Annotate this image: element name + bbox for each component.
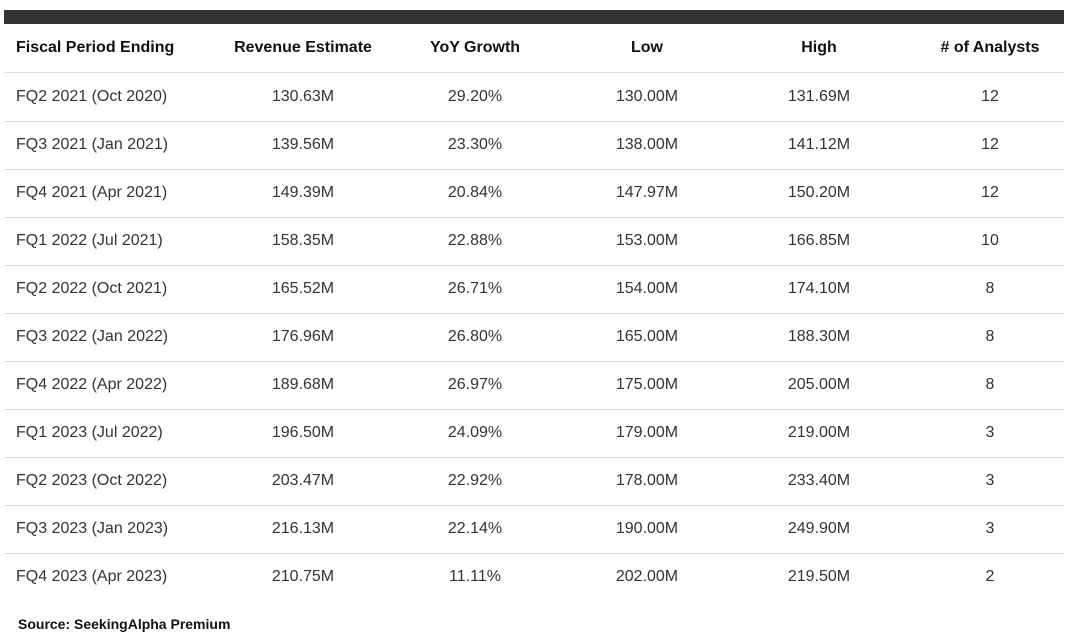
header-cell: Revenue Estimate <box>234 39 372 56</box>
table-cell: 196.50M <box>271 424 335 441</box>
row-divider <box>4 217 1064 218</box>
table-cell: FQ3 2022 (Jan 2022) <box>16 328 169 345</box>
table-cell: 174.10M <box>787 280 851 297</box>
table-cell: 3 <box>985 424 995 441</box>
table-cell: 3 <box>985 472 995 489</box>
table-cell: 23.30% <box>447 136 503 153</box>
table-cell: 8 <box>985 376 995 393</box>
row-divider <box>4 505 1064 506</box>
table-cell: 130.00M <box>615 88 679 105</box>
header-cell: Low <box>631 39 663 56</box>
table-cell: 216.13M <box>271 520 335 537</box>
table-cell: 29.20% <box>447 88 503 105</box>
row-divider <box>4 121 1064 122</box>
table-cell: 22.88% <box>447 232 503 249</box>
table-cell: FQ2 2023 (Oct 2022) <box>16 472 168 489</box>
table-cell: 139.56M <box>271 136 335 153</box>
table-cell: FQ1 2022 (Jul 2021) <box>16 232 163 249</box>
table-cell: 249.90M <box>787 520 851 537</box>
row-divider <box>4 361 1064 362</box>
table-cell: 233.40M <box>787 472 851 489</box>
table-cell: 3 <box>985 520 995 537</box>
table-cell: 8 <box>985 280 995 297</box>
table-cell: FQ2 2022 (Oct 2021) <box>16 280 168 297</box>
table-cell: 12 <box>981 88 999 105</box>
table-cell: 24.09% <box>447 424 503 441</box>
header-bar <box>4 10 1064 24</box>
table-cell: 26.80% <box>447 328 503 345</box>
table-cell: 219.50M <box>787 568 851 585</box>
header-cell: # of Analysts <box>940 39 1040 56</box>
table-cell: 158.35M <box>271 232 335 249</box>
table-cell: FQ1 2023 (Jul 2022) <box>16 424 163 441</box>
table-cell: 178.00M <box>615 472 679 489</box>
table-cell: FQ2 2021 (Oct 2020) <box>16 88 168 105</box>
table-cell: 179.00M <box>615 424 679 441</box>
table-cell: 165.52M <box>271 280 335 297</box>
table-cell: 22.14% <box>447 520 503 537</box>
header-cell: Fiscal Period Ending <box>16 39 175 56</box>
table-cell: 8 <box>985 328 995 345</box>
table-cell: FQ3 2021 (Jan 2021) <box>16 136 169 153</box>
table-cell: 26.97% <box>447 376 503 393</box>
row-divider <box>4 169 1064 170</box>
source: Source: SeekingAlpha Premium <box>18 616 231 632</box>
table-cell: 165.00M <box>615 328 679 345</box>
table-cell: 12 <box>981 184 999 201</box>
table-cell: 141.12M <box>787 136 851 153</box>
row-divider <box>4 457 1064 458</box>
table-cell: 20.84% <box>447 184 503 201</box>
table-cell: 203.47M <box>271 472 335 489</box>
table-cell: 154.00M <box>615 280 679 297</box>
table-cell: 153.00M <box>615 232 679 249</box>
table-cell: 202.00M <box>615 568 679 585</box>
table-cell: 147.97M <box>615 184 679 201</box>
row-divider <box>4 265 1064 266</box>
table-cell: 130.63M <box>271 88 335 105</box>
table-cell: FQ4 2022 (Apr 2022) <box>16 376 168 393</box>
table-cell: 10 <box>981 232 999 249</box>
table-cell: FQ3 2023 (Jan 2023) <box>16 520 169 537</box>
table-cell: 26.71% <box>447 280 503 297</box>
table-cell: 210.75M <box>271 568 335 585</box>
table-cell: 138.00M <box>615 136 679 153</box>
table-cell: 190.00M <box>615 520 679 537</box>
table-cell: FQ4 2023 (Apr 2023) <box>16 568 168 585</box>
table-cell: 188.30M <box>787 328 851 345</box>
header-cell: High <box>801 39 837 56</box>
row-divider <box>4 72 1064 73</box>
table-cell: 12 <box>981 136 999 153</box>
table-cell: 176.96M <box>271 328 335 345</box>
table-cell: FQ4 2021 (Apr 2021) <box>16 184 168 201</box>
table-cell: 131.69M <box>787 88 851 105</box>
table-cell: 150.20M <box>787 184 851 201</box>
table-cell: 205.00M <box>787 376 851 393</box>
header-cell: YoY Growth <box>429 39 521 56</box>
table-cell: 22.92% <box>447 472 503 489</box>
table-cell: 11.11% <box>449 568 501 585</box>
table-cell: 189.68M <box>271 376 335 393</box>
table-cell: 219.00M <box>787 424 851 441</box>
row-divider <box>4 553 1064 554</box>
table-cell: 175.00M <box>615 376 679 393</box>
table-cell: 149.39M <box>271 184 335 201</box>
table-cell: 2 <box>985 568 995 585</box>
row-divider <box>4 313 1064 314</box>
table-cell: 166.85M <box>787 232 851 249</box>
row-divider <box>4 409 1064 410</box>
